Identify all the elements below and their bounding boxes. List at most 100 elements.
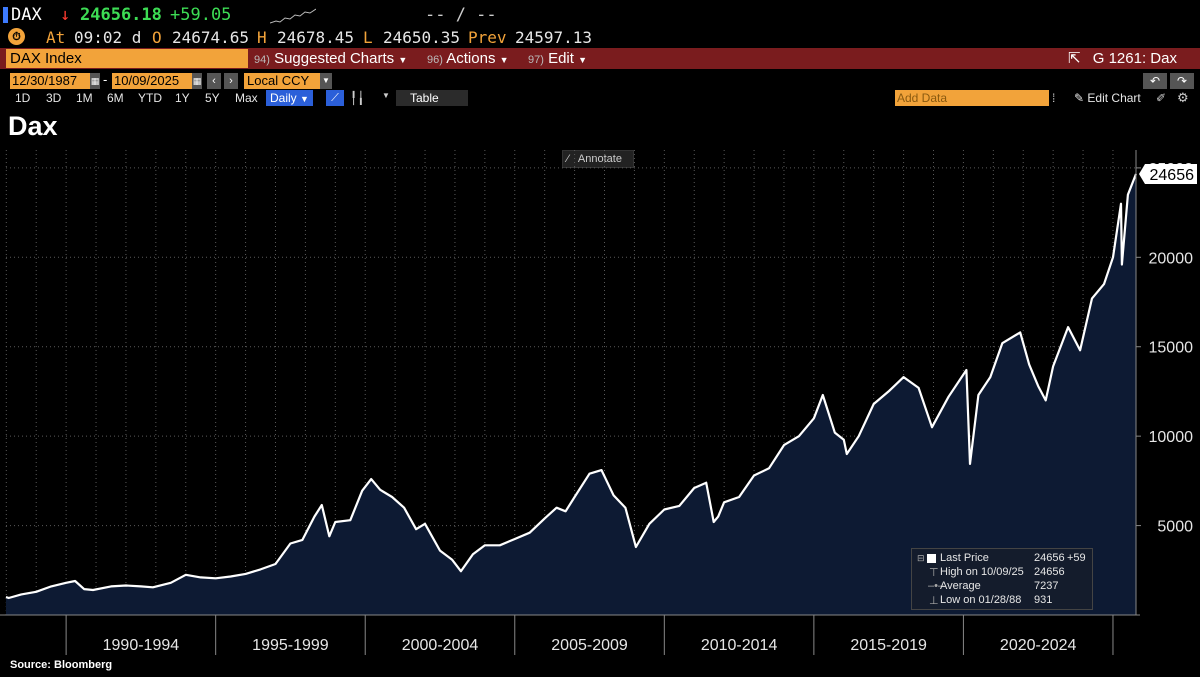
- tf-6m[interactable]: 6M: [107, 91, 124, 105]
- y-tick-label: 20000: [1149, 250, 1194, 267]
- y-tick-label: 15000: [1149, 340, 1194, 357]
- tf-5y[interactable]: 5Y: [205, 91, 220, 105]
- dropdown-arrow-icon[interactable]: ▼: [382, 91, 390, 100]
- dropdown-arrow-icon: ▼: [398, 55, 408, 65]
- tf-max[interactable]: Max: [235, 91, 258, 105]
- x-tick-label: 2020-2024: [1000, 637, 1077, 654]
- end-date-input[interactable]: 10/09/2025: [112, 73, 194, 89]
- legend-collapse-icon[interactable]: ⊟: [917, 553, 925, 563]
- undo-icon[interactable]: ↶: [1143, 73, 1167, 89]
- tf-1d[interactable]: 1D: [15, 91, 31, 105]
- net-change: +59.05: [170, 5, 232, 25]
- legend-low-value: 931: [1034, 594, 1053, 606]
- high-label: H: [257, 28, 267, 47]
- actions-menu[interactable]: 96) Actions ▼: [427, 49, 509, 68]
- low-marker-icon: ⊥: [929, 595, 939, 607]
- legend-low-label: Low on 01/28/88: [940, 594, 1022, 606]
- ticker-marker: [3, 7, 8, 23]
- series-area: [6, 174, 1136, 615]
- dropdown-arrow-icon[interactable]: ▼: [320, 73, 332, 89]
- frequency-select[interactable]: Daily ▼: [266, 90, 313, 106]
- quote-row: ⏱ At 09:02 d O 24674.65 H 24678.45 L 246…: [0, 28, 1200, 48]
- suggested-label: Suggested Charts: [274, 50, 395, 67]
- average-marker-icon: –•–: [928, 580, 945, 592]
- prev-period-icon[interactable]: ‹: [207, 73, 221, 89]
- sparkline-icon: [270, 8, 316, 24]
- dropdown-arrow-icon: ▼: [300, 94, 309, 104]
- dropdown-arrow-icon: ▼: [578, 55, 588, 65]
- add-data-input[interactable]: Add Data: [895, 90, 1049, 106]
- legend-avg-value: 7237: [1034, 580, 1059, 592]
- x-tick-label: 1995-1999: [252, 637, 329, 654]
- legend-high-label: High on 10/09/25: [940, 566, 1024, 578]
- open-label: O: [152, 28, 162, 47]
- tf-1y[interactable]: 1Y: [175, 91, 190, 105]
- frequency-label: Daily: [270, 91, 297, 105]
- clock-icon[interactable]: ⏱: [8, 28, 25, 45]
- actions-label: Actions: [446, 50, 496, 67]
- table-button[interactable]: Table: [396, 90, 468, 106]
- source-note: Source: Bloomberg: [10, 659, 113, 671]
- gear-icon[interactable]: ⚙: [1177, 90, 1189, 105]
- low-label: L: [363, 28, 373, 47]
- chart-edit-icon[interactable]: ✐: [1156, 91, 1167, 105]
- actions-num: 96): [427, 54, 443, 66]
- dropdown-arrow-icon: ▼: [499, 55, 509, 65]
- x-tick-label: 2010-2014: [701, 637, 778, 654]
- low-value: 24650.35: [383, 28, 461, 47]
- y-tick-label: 5000: [1157, 519, 1193, 536]
- at-label: At: [46, 28, 66, 47]
- calendar-icon[interactable]: ▦: [90, 73, 100, 89]
- down-arrow-icon: ↓: [60, 5, 71, 25]
- start-date-input[interactable]: 12/30/1987: [10, 73, 92, 89]
- annotate-label: Annotate: [577, 153, 622, 165]
- last-price: 24656.18: [80, 5, 162, 25]
- tf-3d[interactable]: 3D: [46, 91, 62, 105]
- date-separator: -: [103, 72, 108, 87]
- line-chart-icon[interactable]: ⟋: [326, 90, 344, 106]
- ticker-symbol[interactable]: DAX: [11, 5, 42, 25]
- legend-avg-label: Average: [940, 580, 981, 592]
- ticker-row: DAX ↓ 24656.18 +59.05 -- / --: [0, 4, 1200, 28]
- high-value: 24678.45: [277, 28, 355, 47]
- security-field[interactable]: DAX Index: [6, 49, 248, 68]
- edit-chart-button[interactable]: ✎ Edit Chart: [1074, 91, 1141, 105]
- x-tick-label: 2015-2019: [850, 637, 927, 654]
- tf-ytd[interactable]: YTD: [138, 91, 162, 105]
- currency-select[interactable]: Local CCY: [244, 73, 323, 89]
- timeframe-bar: 1D 3D 1M 6M YTD 1Y 5Y Max Daily ▼ ⟋ ╿╽ ▼…: [0, 90, 1200, 107]
- tf-1m[interactable]: 1M: [76, 91, 93, 105]
- legend-last-value: 24656: [1034, 552, 1065, 564]
- open-value: 24674.65: [172, 28, 250, 47]
- high-marker-icon: ⊤: [929, 567, 939, 579]
- command-toolbar: [0, 48, 1200, 69]
- settings-dots-icon[interactable]: ⁞: [1052, 91, 1056, 105]
- next-period-icon[interactable]: ›: [224, 73, 238, 89]
- chart-title: Dax: [8, 111, 58, 141]
- popout-icon: ⇱: [1068, 50, 1081, 67]
- quote-time: 09:02 d: [74, 28, 142, 47]
- legend-high-value: 24656: [1034, 566, 1065, 578]
- edit-menu[interactable]: 97) Edit ▼: [528, 49, 587, 68]
- legend-last-label: Last Price: [940, 552, 989, 564]
- legend-box: ⊟ Last Price 24656 +59 ⊤ High on 10/09/2…: [911, 548, 1093, 610]
- function-code-label: G 1261: Dax: [1092, 50, 1177, 67]
- suggested-charts-menu[interactable]: 94) Suggested Charts ▼: [254, 49, 407, 68]
- legend-swatch: [927, 554, 936, 563]
- edit-label: Edit: [548, 50, 574, 67]
- x-tick-label: 2000-2004: [402, 637, 479, 654]
- pencil-icon: ⁄: [567, 153, 569, 165]
- last-price-tag: [1139, 164, 1197, 185]
- function-code[interactable]: ⇱ G 1261: Dax: [1068, 49, 1177, 68]
- prev-value: 24597.13: [515, 28, 593, 47]
- edit-chart-label: Edit Chart: [1087, 91, 1141, 105]
- legend-last-change: +59: [1067, 552, 1086, 564]
- bar-chart-icon[interactable]: ╿╽: [350, 91, 365, 105]
- x-tick-label: 1990-1994: [103, 637, 180, 654]
- bid-ask: -- / --: [425, 5, 497, 25]
- redo-icon[interactable]: ↷: [1170, 73, 1194, 89]
- x-tick-label: 2005-2009: [551, 637, 628, 654]
- suggested-num: 94): [254, 54, 270, 66]
- calendar-icon[interactable]: ▦: [192, 73, 202, 89]
